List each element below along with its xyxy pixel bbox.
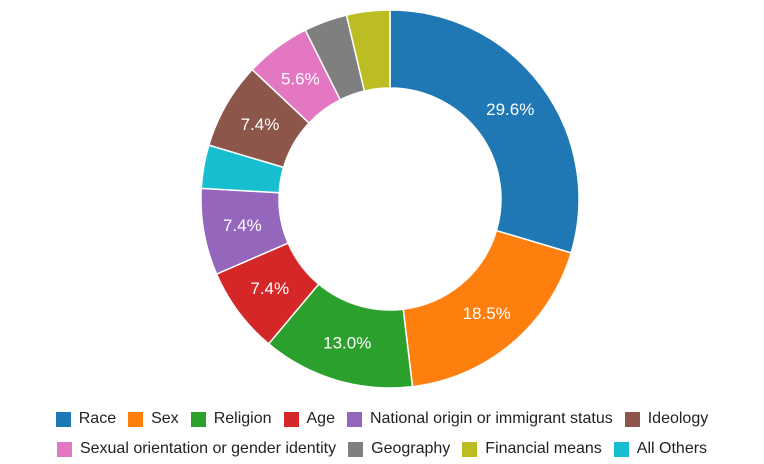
legend-item-all-others[interactable]: All Others (613, 440, 708, 458)
legend-swatch (613, 441, 629, 457)
legend-item-ideology[interactable]: Ideology (624, 410, 709, 428)
legend-row: Race Sex Religion Age National origin or imm… (0, 404, 764, 434)
legend-swatch (283, 411, 299, 427)
legend-label: National origin or immigrant status (369, 410, 613, 427)
slice-race (389, 9, 580, 254)
legend-item-financial-means[interactable]: Financial means (462, 440, 602, 458)
chart-legend: Race Sex Religion Age National origin or imm… (0, 404, 764, 464)
legend-swatch (346, 411, 362, 427)
legend-item-age[interactable]: Age (283, 410, 335, 428)
legend-label: Sex (151, 410, 179, 427)
legend-label: Age (306, 410, 335, 427)
legend-item-national-origin-or-immigrant-status[interactable]: National origin or immigrant status (346, 410, 613, 428)
slice-financial-means (345, 9, 391, 92)
data-label-ideology: 7.4% (241, 115, 280, 134)
data-label-age: 7.4% (250, 279, 289, 298)
legend-swatch (56, 441, 72, 457)
legend-swatch (624, 411, 640, 427)
legend-swatch (55, 411, 71, 427)
legend-item-geography[interactable]: Geography (348, 440, 450, 458)
legend-label: Ideology (647, 410, 709, 427)
legend-item-sexual-orientation-or-gender-identity[interactable]: Sexual orientation or gender identity (56, 440, 337, 458)
legend-label: Geography (371, 440, 451, 457)
legend-swatch (348, 441, 364, 457)
legend-label: Race (78, 410, 117, 427)
legend-item-religion[interactable]: Religion (190, 410, 272, 428)
data-label-sexual-orientation-or-gender-identity: 5.6% (281, 69, 320, 88)
legend-swatch (128, 411, 144, 427)
legend-item-race[interactable]: Race (55, 410, 117, 428)
data-label-sex: 18.5% (463, 304, 511, 323)
donut-chart: 29.6% 18.5% 13.0% 7.4% 7.4% 7.4% 5.6% (200, 9, 580, 389)
data-label-race: 29.6% (486, 100, 534, 119)
legend-item-sex[interactable]: Sex (128, 410, 179, 428)
slice-sex (402, 229, 573, 388)
data-label-religion: 13.0% (323, 333, 371, 352)
legend-swatch (190, 411, 206, 427)
legend-swatch (462, 441, 478, 457)
legend-label: Religion (213, 410, 272, 427)
data-label-national-origin-or-immigrant-status: 7.4% (223, 216, 262, 235)
legend-row: Sexual orientation or gender identity Geo… (0, 434, 764, 464)
legend-label: Sexual orientation or gender identity (79, 440, 337, 457)
legend-label: Financial means (485, 440, 602, 457)
legend-label: All Others (636, 440, 708, 457)
